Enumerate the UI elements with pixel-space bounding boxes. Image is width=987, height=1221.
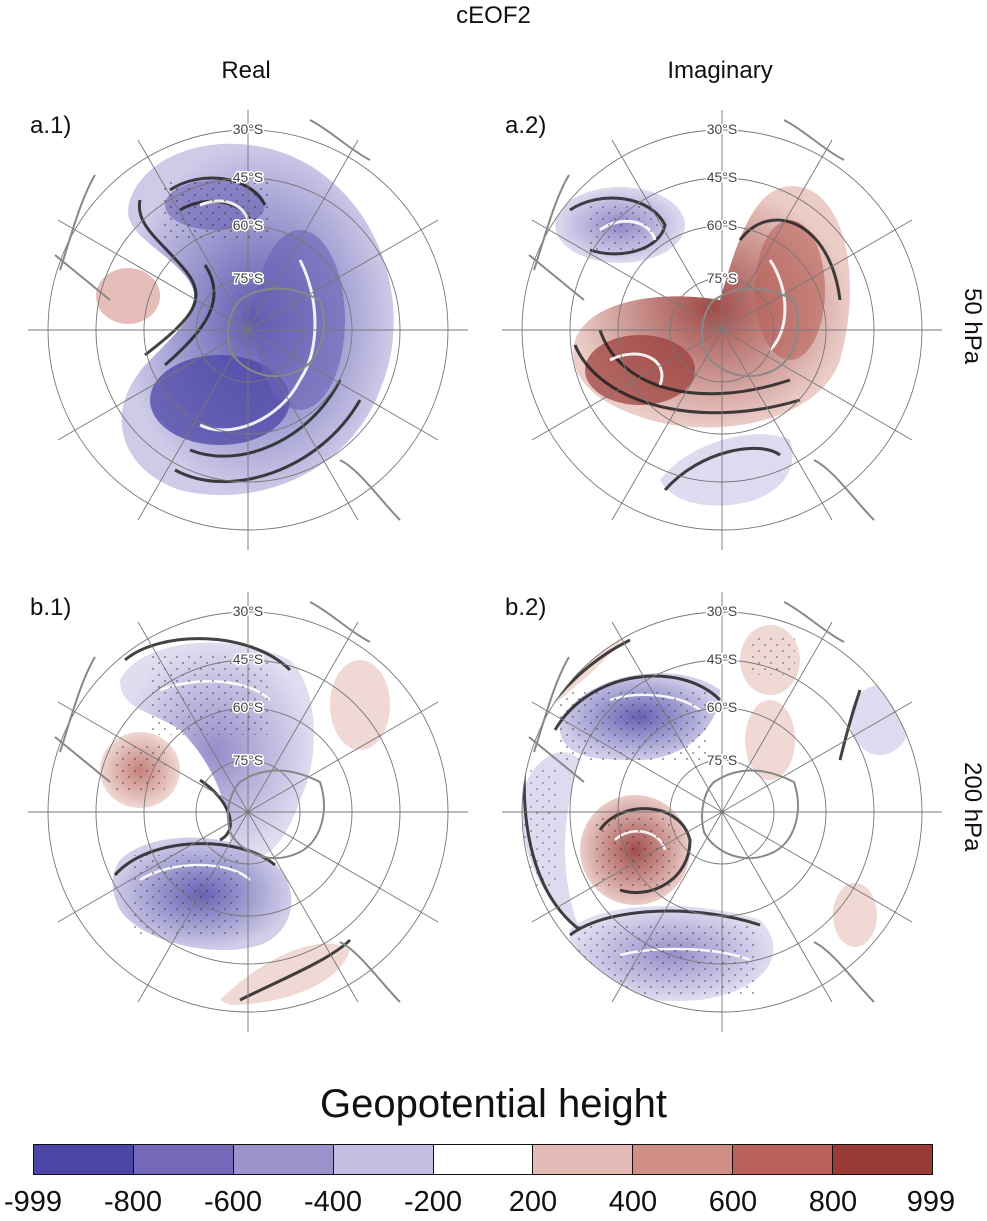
- colorbar-bin-4: [333, 1145, 434, 1174]
- figure-title: cEOF2: [456, 2, 531, 29]
- colorbar-tick-3: -600: [203, 1186, 263, 1218]
- polar-maps: 30°S 45°S 60°S 75°S: [28, 110, 942, 1032]
- svg-text:60°S: 60°S: [233, 699, 264, 715]
- colorbar-tick-7: 400: [608, 1186, 658, 1218]
- colorbar-tick-5: -200: [403, 1186, 463, 1218]
- svg-text:75°S: 75°S: [707, 270, 738, 286]
- colorbar-bin-9: [833, 1145, 933, 1174]
- colorbar-bin-1: [34, 1145, 134, 1174]
- colorbar-tick-1: -999: [3, 1186, 63, 1218]
- colorbar-bin-7: [633, 1145, 734, 1174]
- panel-b1-map: 30°S 45°S 60°S 75°S: [28, 592, 468, 1032]
- svg-text:45°S: 45°S: [233, 169, 264, 185]
- panel-b1-lat-labels: 30°S 45°S 60°S 75°S: [231, 602, 265, 770]
- panel-a1-map: 30°S 45°S 60°S 75°S: [28, 110, 468, 550]
- panel-label-b2: b.2): [505, 594, 547, 621]
- panel-a2-field: [555, 186, 850, 506]
- colorbar-bin-3: [233, 1145, 334, 1174]
- column-title-imaginary: Imaginary: [667, 57, 773, 84]
- svg-text:60°S: 60°S: [707, 699, 738, 715]
- column-title-real: Real: [221, 57, 271, 84]
- colorbar-bin-2: [133, 1145, 234, 1174]
- panel-a2-map: 30°S 45°S 60°S 75°S: [502, 110, 942, 550]
- colorbar-tick-4: -400: [303, 1186, 363, 1218]
- colorbar-tick-10: 999: [906, 1186, 956, 1218]
- colorbar-bin-6: [533, 1145, 634, 1174]
- panel-b2-field: [522, 625, 910, 1001]
- colorbar-tick-8: 600: [708, 1186, 758, 1218]
- colorbar: [33, 1144, 933, 1175]
- svg-text:45°S: 45°S: [707, 651, 738, 667]
- svg-text:30°S: 30°S: [233, 121, 264, 137]
- colorbar-bin-8: [733, 1145, 834, 1174]
- svg-text:75°S: 75°S: [233, 270, 264, 286]
- colorbar-title: Geopotential height: [320, 1082, 667, 1126]
- svg-text:30°S: 30°S: [707, 121, 738, 137]
- colorbar-tick-2: -800: [103, 1186, 163, 1218]
- svg-text:60°S: 60°S: [233, 217, 264, 233]
- svg-text:30°S: 30°S: [233, 603, 264, 619]
- colorbar-tick-9: 800: [808, 1186, 858, 1218]
- panel-b2-lat-labels: 30°S 45°S 60°S 75°S: [705, 602, 739, 770]
- colorbar-tick-6: 200: [508, 1186, 558, 1218]
- panel-b2-map: 30°S 45°S 60°S 75°S: [502, 592, 942, 1032]
- panel-label-a2: a.2): [505, 112, 547, 139]
- panel-b1-field: [100, 637, 390, 1005]
- svg-text:60°S: 60°S: [707, 217, 738, 233]
- svg-text:75°S: 75°S: [233, 752, 264, 768]
- colorbar-bin-5: [433, 1145, 534, 1174]
- panel-a2-lat-labels: 30°S 45°S 60°S 75°S: [705, 120, 739, 288]
- panel-a1-field: [96, 143, 394, 496]
- svg-text:45°S: 45°S: [707, 169, 738, 185]
- svg-text:45°S: 45°S: [233, 651, 264, 667]
- panel-label-a1: a.1): [30, 112, 72, 139]
- svg-text:75°S: 75°S: [707, 752, 738, 768]
- panel-label-b1: b.1): [30, 594, 72, 621]
- svg-text:30°S: 30°S: [707, 603, 738, 619]
- panel-a1-lat-labels: 30°S 45°S 60°S 75°S: [231, 120, 265, 288]
